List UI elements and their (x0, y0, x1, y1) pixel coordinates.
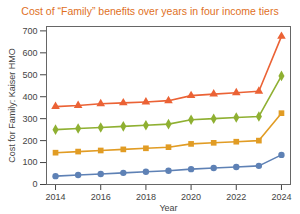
svg-text:2022: 2022 (226, 192, 246, 202)
svg-text:2020: 2020 (181, 192, 201, 202)
svg-text:100: 100 (22, 157, 37, 167)
svg-text:Year: Year (159, 203, 177, 213)
svg-text:2018: 2018 (136, 192, 156, 202)
svg-text:2014: 2014 (46, 192, 66, 202)
svg-text:400: 400 (22, 92, 37, 102)
svg-text:300: 300 (22, 114, 37, 124)
svg-text:500: 500 (22, 70, 37, 80)
html-text:Cost of “Family” benefits over: Cost of “Family” benefits over years in … (21, 5, 279, 17)
svg-text:2016: 2016 (91, 192, 111, 202)
svg-text:0: 0 (32, 179, 37, 189)
svg-text:2024: 2024 (271, 192, 291, 202)
svg-text:Cost for Family: Kaiser HMO: Cost for Family: Kaiser HMO (7, 48, 17, 163)
svg-text:700: 700 (22, 26, 37, 36)
svg-text:200: 200 (22, 135, 37, 145)
svg-text:600: 600 (22, 48, 37, 58)
